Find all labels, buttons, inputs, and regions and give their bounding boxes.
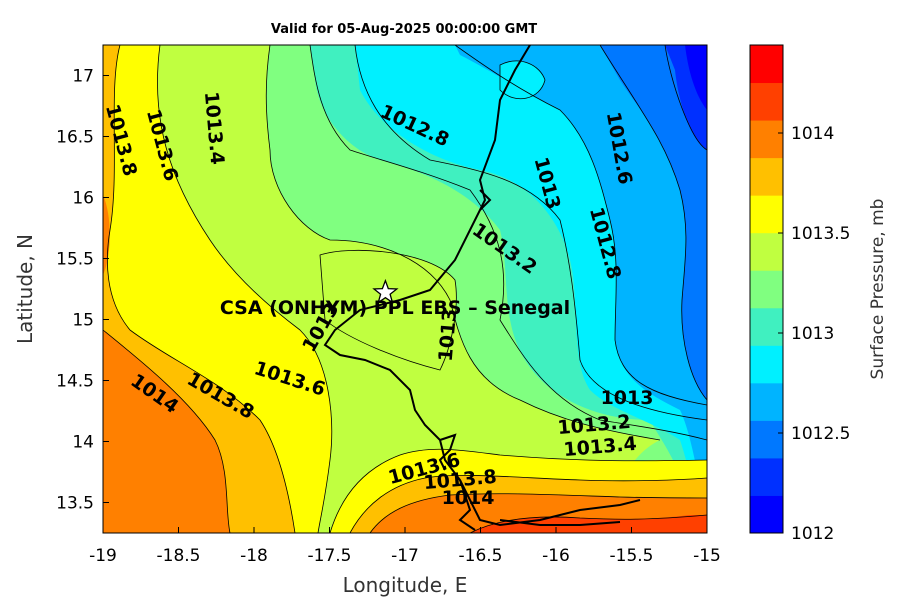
y-tick-label: 15.5 xyxy=(56,250,94,270)
colorbar: 1012 1012.5 1013 1013.5 1014 xyxy=(749,44,850,544)
x-tick-label: -17.5 xyxy=(308,546,352,566)
colorbar-swatch xyxy=(750,270,783,309)
x-tick-label: -15 xyxy=(693,546,721,566)
x-tick-label: -17 xyxy=(391,546,419,566)
y-tick-label: 16 xyxy=(72,189,94,209)
colorbar-tick-label: 1013 xyxy=(791,324,834,344)
colorbar-swatch xyxy=(750,45,783,84)
x-tick-label: -19 xyxy=(89,546,117,566)
contour-label: 1014 xyxy=(442,487,495,509)
colorbar-swatch xyxy=(750,195,783,234)
colorbar-swatch xyxy=(750,345,783,384)
colorbar-tick-label: 1012 xyxy=(791,524,834,544)
colorbar-swatch xyxy=(750,120,783,159)
colorbar-swatch xyxy=(750,307,783,346)
y-axis-label: Latitude, N xyxy=(13,234,37,344)
colorbar-tick-label: 1013.5 xyxy=(791,224,850,244)
station-label: CSA (ONHYM) PPL EBS – Senegal xyxy=(220,297,570,319)
x-tick-label: -16.5 xyxy=(459,546,503,566)
colorbar-label: Surface Pressure, mb xyxy=(868,199,888,380)
station-star-icon xyxy=(372,278,399,304)
colorbar-swatch xyxy=(750,232,783,271)
colorbar-swatch xyxy=(750,495,783,534)
x-tick-label: -18 xyxy=(240,546,268,566)
colorbar-frame xyxy=(749,44,784,534)
x-tick-label: -18.5 xyxy=(157,546,201,566)
y-tick-label: 16.5 xyxy=(56,128,94,148)
contour-label: 1013 xyxy=(435,308,462,363)
station xyxy=(372,278,399,304)
x-tick-label: -16 xyxy=(542,546,570,566)
y-tick-label: 15 xyxy=(72,311,94,331)
y-tick-label: 13.5 xyxy=(56,494,94,514)
colorbar-swatch xyxy=(750,382,783,421)
colorbar-tick-label: 1012.5 xyxy=(791,424,850,444)
x-axis-label: Longitude, E xyxy=(343,573,468,597)
colorbar-swatch xyxy=(750,457,783,496)
y-tick-label: 14.5 xyxy=(56,372,94,392)
colorbar-swatch xyxy=(750,420,783,459)
contour-label: 1013 xyxy=(601,387,654,409)
y-tick-label: 17 xyxy=(72,67,94,87)
map-title: Valid for 05-Aug-2025 00:00:00 GMT xyxy=(270,22,538,37)
x-tick-label: -15.5 xyxy=(610,546,654,566)
y-tick-label: 14 xyxy=(72,433,94,453)
contour-fill xyxy=(103,45,707,533)
coastline xyxy=(323,45,641,531)
axes: -19 -18.5 -18 -17.5 -17 -16.5 -16 -15.5 -15 13.5 1… xyxy=(56,67,721,567)
colorbar-swatch xyxy=(750,82,783,121)
colorbar-swatch xyxy=(750,157,783,196)
colorbar-tick-label: 1014 xyxy=(791,124,834,144)
